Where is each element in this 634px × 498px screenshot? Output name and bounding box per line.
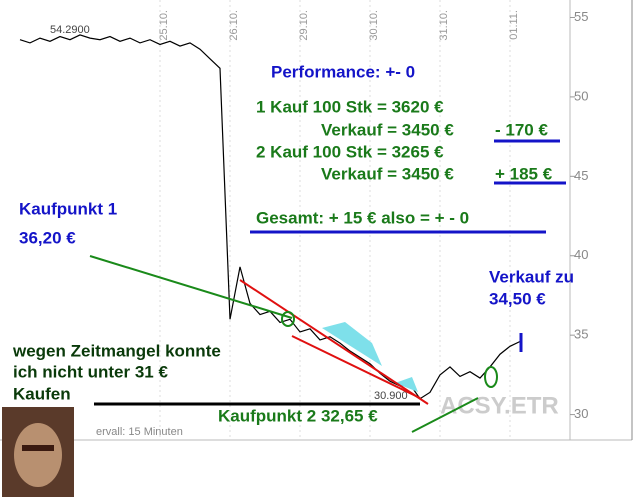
annotation: ich nicht unter 31 €	[13, 362, 168, 381]
avatar	[2, 407, 74, 497]
annotation: 2 Kauf 100 Stk = 3265 €	[256, 142, 444, 161]
annotation: 30.900	[374, 390, 408, 402]
watermark: ACSY.ETR	[440, 392, 559, 419]
annotation: ervall: 15 Minuten	[96, 426, 183, 438]
annotation: 34,50 €	[489, 289, 546, 308]
y-tick-label: 35	[574, 327, 588, 342]
pointer-line	[89, 255, 293, 319]
x-tick-label: 29.10.	[298, 10, 310, 41]
x-tick-label: 01.11.	[508, 10, 520, 40]
annotation: Verkauf = 3450 €	[321, 164, 454, 183]
trend-line	[291, 335, 421, 399]
x-tick-label: 30.10.	[368, 10, 380, 41]
y-tick-label: 45	[574, 168, 588, 183]
y-tick-label: 40	[574, 247, 588, 262]
shaded-area	[322, 322, 382, 366]
shaded-area	[395, 377, 418, 392]
annotation: Kaufen	[13, 384, 71, 403]
annotation: Gesamt: + 15 € also = + - 0	[256, 208, 469, 227]
annotation: 54.2900	[50, 24, 90, 36]
marker-circle	[484, 366, 498, 388]
y-tick-label: 55	[574, 9, 588, 24]
y-tick-label: 30	[574, 406, 588, 421]
annotation: Verkauf zu	[489, 267, 574, 286]
marker-circle	[281, 311, 295, 327]
annotation: Kaufpunkt 1	[19, 199, 117, 218]
annotation: - 170 €	[495, 120, 548, 139]
x-tick-label: 25.10.	[158, 10, 170, 41]
trend-line	[239, 279, 429, 405]
annotation: Performance: +- 0	[271, 62, 415, 81]
annotation: Kaufpunkt 2 32,65 €	[218, 406, 378, 425]
annotation: + 185 €	[495, 164, 553, 183]
y-tick-label: 50	[574, 88, 588, 103]
pointer-line	[411, 397, 479, 433]
x-tick-label: 31.10.	[438, 10, 450, 41]
x-tick-label: 26.10.	[228, 10, 240, 41]
annotation: Verkauf = 3450 €	[321, 120, 454, 139]
annotation: 1 Kauf 100 Stk = 3620 €	[256, 97, 444, 116]
annotation: 36,20 €	[19, 228, 76, 247]
annotation: wegen Zeitmangel konnte	[12, 341, 221, 360]
